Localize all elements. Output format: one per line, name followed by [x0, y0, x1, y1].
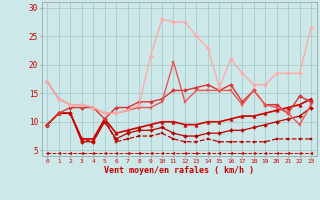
X-axis label: Vent moyen/en rafales ( km/h ): Vent moyen/en rafales ( km/h ) — [104, 166, 254, 175]
